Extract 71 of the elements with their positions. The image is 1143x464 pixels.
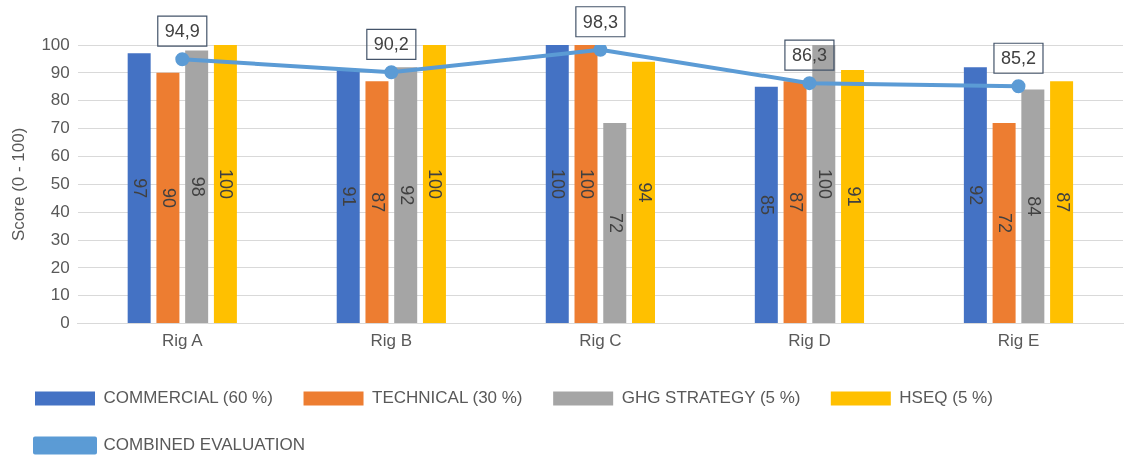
y-tick-label: 40: [50, 201, 70, 221]
bar: [336, 70, 360, 324]
bar: [545, 45, 569, 324]
data-label: 100: [216, 169, 237, 200]
y-tick-label: 80: [50, 90, 70, 110]
data-label: 72: [995, 213, 1016, 234]
x-tick-label: Rig D: [788, 331, 831, 351]
data-label: 92: [966, 185, 987, 206]
bar: [127, 53, 151, 324]
bar: [603, 123, 627, 324]
legend-label: COMBINED EVALUATION: [103, 435, 306, 455]
data-label: 90,2: [373, 34, 409, 55]
data-label: 85,2: [1000, 48, 1036, 69]
y-tick-label: 30: [50, 229, 70, 249]
data-label: 72: [605, 213, 626, 234]
x-tick-label: Rig B: [370, 331, 413, 351]
bar: [1050, 81, 1074, 324]
bar: [841, 70, 865, 324]
bar: [394, 67, 418, 324]
point: [384, 65, 399, 80]
data-label: 86,3: [791, 45, 827, 66]
y-tick-label: 60: [50, 146, 70, 166]
data-label: 100: [425, 169, 446, 200]
y-axis-title: Score (0 - 100): [8, 127, 28, 241]
y-tick-label: 70: [50, 118, 70, 138]
legend-label: COMMERCIAL (60 %): [103, 388, 273, 408]
data-label: 84: [1023, 196, 1044, 217]
y-tick-label: 100: [41, 34, 70, 54]
data-label: 91: [843, 186, 864, 207]
y-tick-label: 20: [50, 257, 70, 277]
bar: [754, 86, 778, 324]
point: [802, 76, 817, 91]
legend-label: GHG STRATEGY (5 %): [621, 388, 801, 408]
data-label: 98: [187, 176, 208, 197]
data-label: 87: [1052, 192, 1073, 213]
data-label: 97: [130, 178, 151, 199]
data-label: 90: [158, 187, 179, 208]
y-tick-label: 50: [50, 173, 70, 193]
data-label: 100: [548, 169, 569, 200]
data-label: 87: [367, 192, 388, 213]
bar: [1021, 89, 1045, 324]
bar: [185, 50, 209, 324]
point: [175, 52, 190, 67]
data-label: 100: [577, 169, 598, 200]
y-tick-label: 10: [50, 285, 70, 305]
data-label: 85: [757, 194, 778, 215]
legend-label: HSEQ (5 %): [899, 388, 993, 408]
data-label: 94: [634, 182, 655, 203]
point: [1011, 79, 1026, 94]
bar: [992, 123, 1016, 324]
x-tick-label: Rig E: [997, 331, 1040, 351]
x-tick-label: Rig A: [161, 331, 204, 351]
data-label: 98,3: [582, 11, 618, 32]
y-tick-label: 0: [60, 313, 70, 333]
legend-label: TECHNICAL (30 %): [372, 388, 523, 408]
bar: [365, 81, 389, 324]
bar: [574, 45, 598, 324]
data-label: 94,9: [164, 21, 200, 42]
bar: [963, 67, 987, 324]
bar: [632, 61, 655, 324]
data-label: 100: [814, 169, 835, 200]
point: [593, 45, 608, 57]
y-tick-label: 90: [50, 62, 70, 82]
bar: [783, 81, 807, 324]
data-label: 87: [786, 192, 807, 213]
data-label: 91: [339, 186, 360, 207]
bar: [156, 72, 180, 324]
bar: [213, 45, 237, 324]
data-label: 92: [396, 185, 417, 206]
bar: [422, 45, 446, 324]
x-tick-label: Rig C: [579, 331, 622, 351]
